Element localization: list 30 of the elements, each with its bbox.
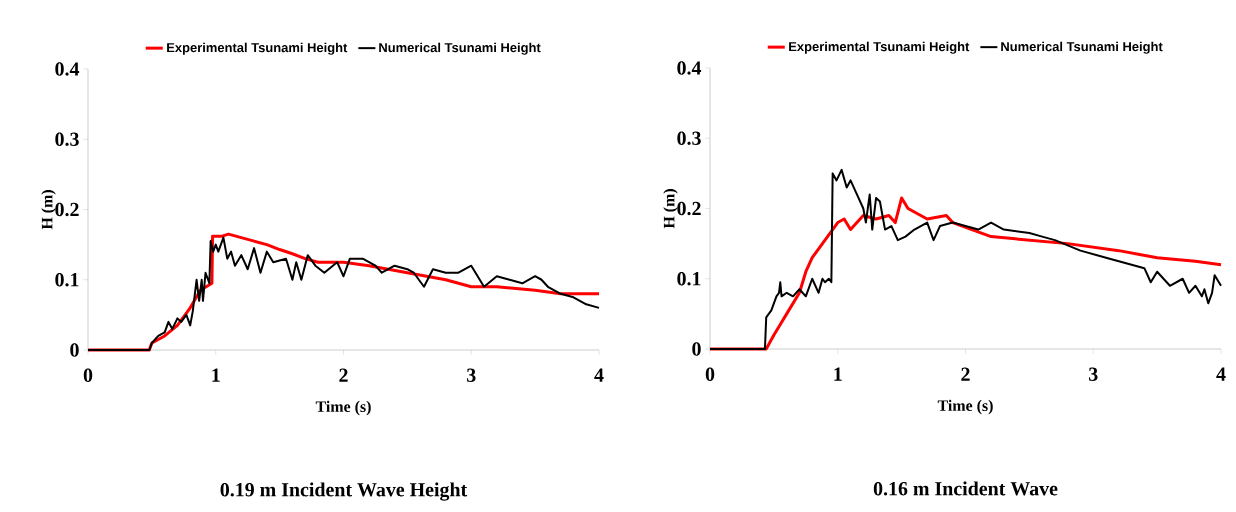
x-tick-label: 0 [705,367,715,381]
x-tick-label: 4 [594,368,604,382]
legend-label: Numerical Tsunami Height [379,42,541,55]
y-tick-label: 0.1 [677,271,701,286]
text: 0.19 m Incident Wave Height [220,482,468,501]
y-axis-title: H (m) [41,190,56,230]
y-tick-label: 0.2 [677,201,701,216]
y-tick-label: 0.3 [55,132,79,147]
x-tick-label: 3 [1089,367,1098,381]
x-tick-label: 1 [834,367,842,381]
y-tick-label: 0.4 [55,62,80,76]
x-tick-label: 1 [212,368,220,382]
y-tick-label: 0.4 [677,61,702,75]
y-tick-label: 0.3 [677,131,701,146]
x-axis-title: Time (s) [937,399,993,415]
x-tick-label: 2 [339,368,348,382]
y-tick-label: 0 [70,343,79,357]
text: 0.16 m Incident Wave [873,481,1058,496]
x-tick-label: 2 [961,367,970,381]
y-tick-label: 0 [692,342,701,356]
legend-label: Experimental Tsunami Height [167,42,348,55]
y-tick-label: 0.1 [55,272,79,287]
y-tick-label: 0.2 [55,202,79,217]
legend-label: Numerical Tsunami Height [1001,41,1163,54]
x-tick-label: 3 [467,368,476,382]
x-axis-title: Time (s) [315,400,371,416]
y-axis-title: H (m) [663,189,678,229]
x-tick-label: 0 [83,368,93,382]
x-tick-label: 4 [1216,367,1226,381]
legend-label: Experimental Tsunami Height [789,41,970,54]
